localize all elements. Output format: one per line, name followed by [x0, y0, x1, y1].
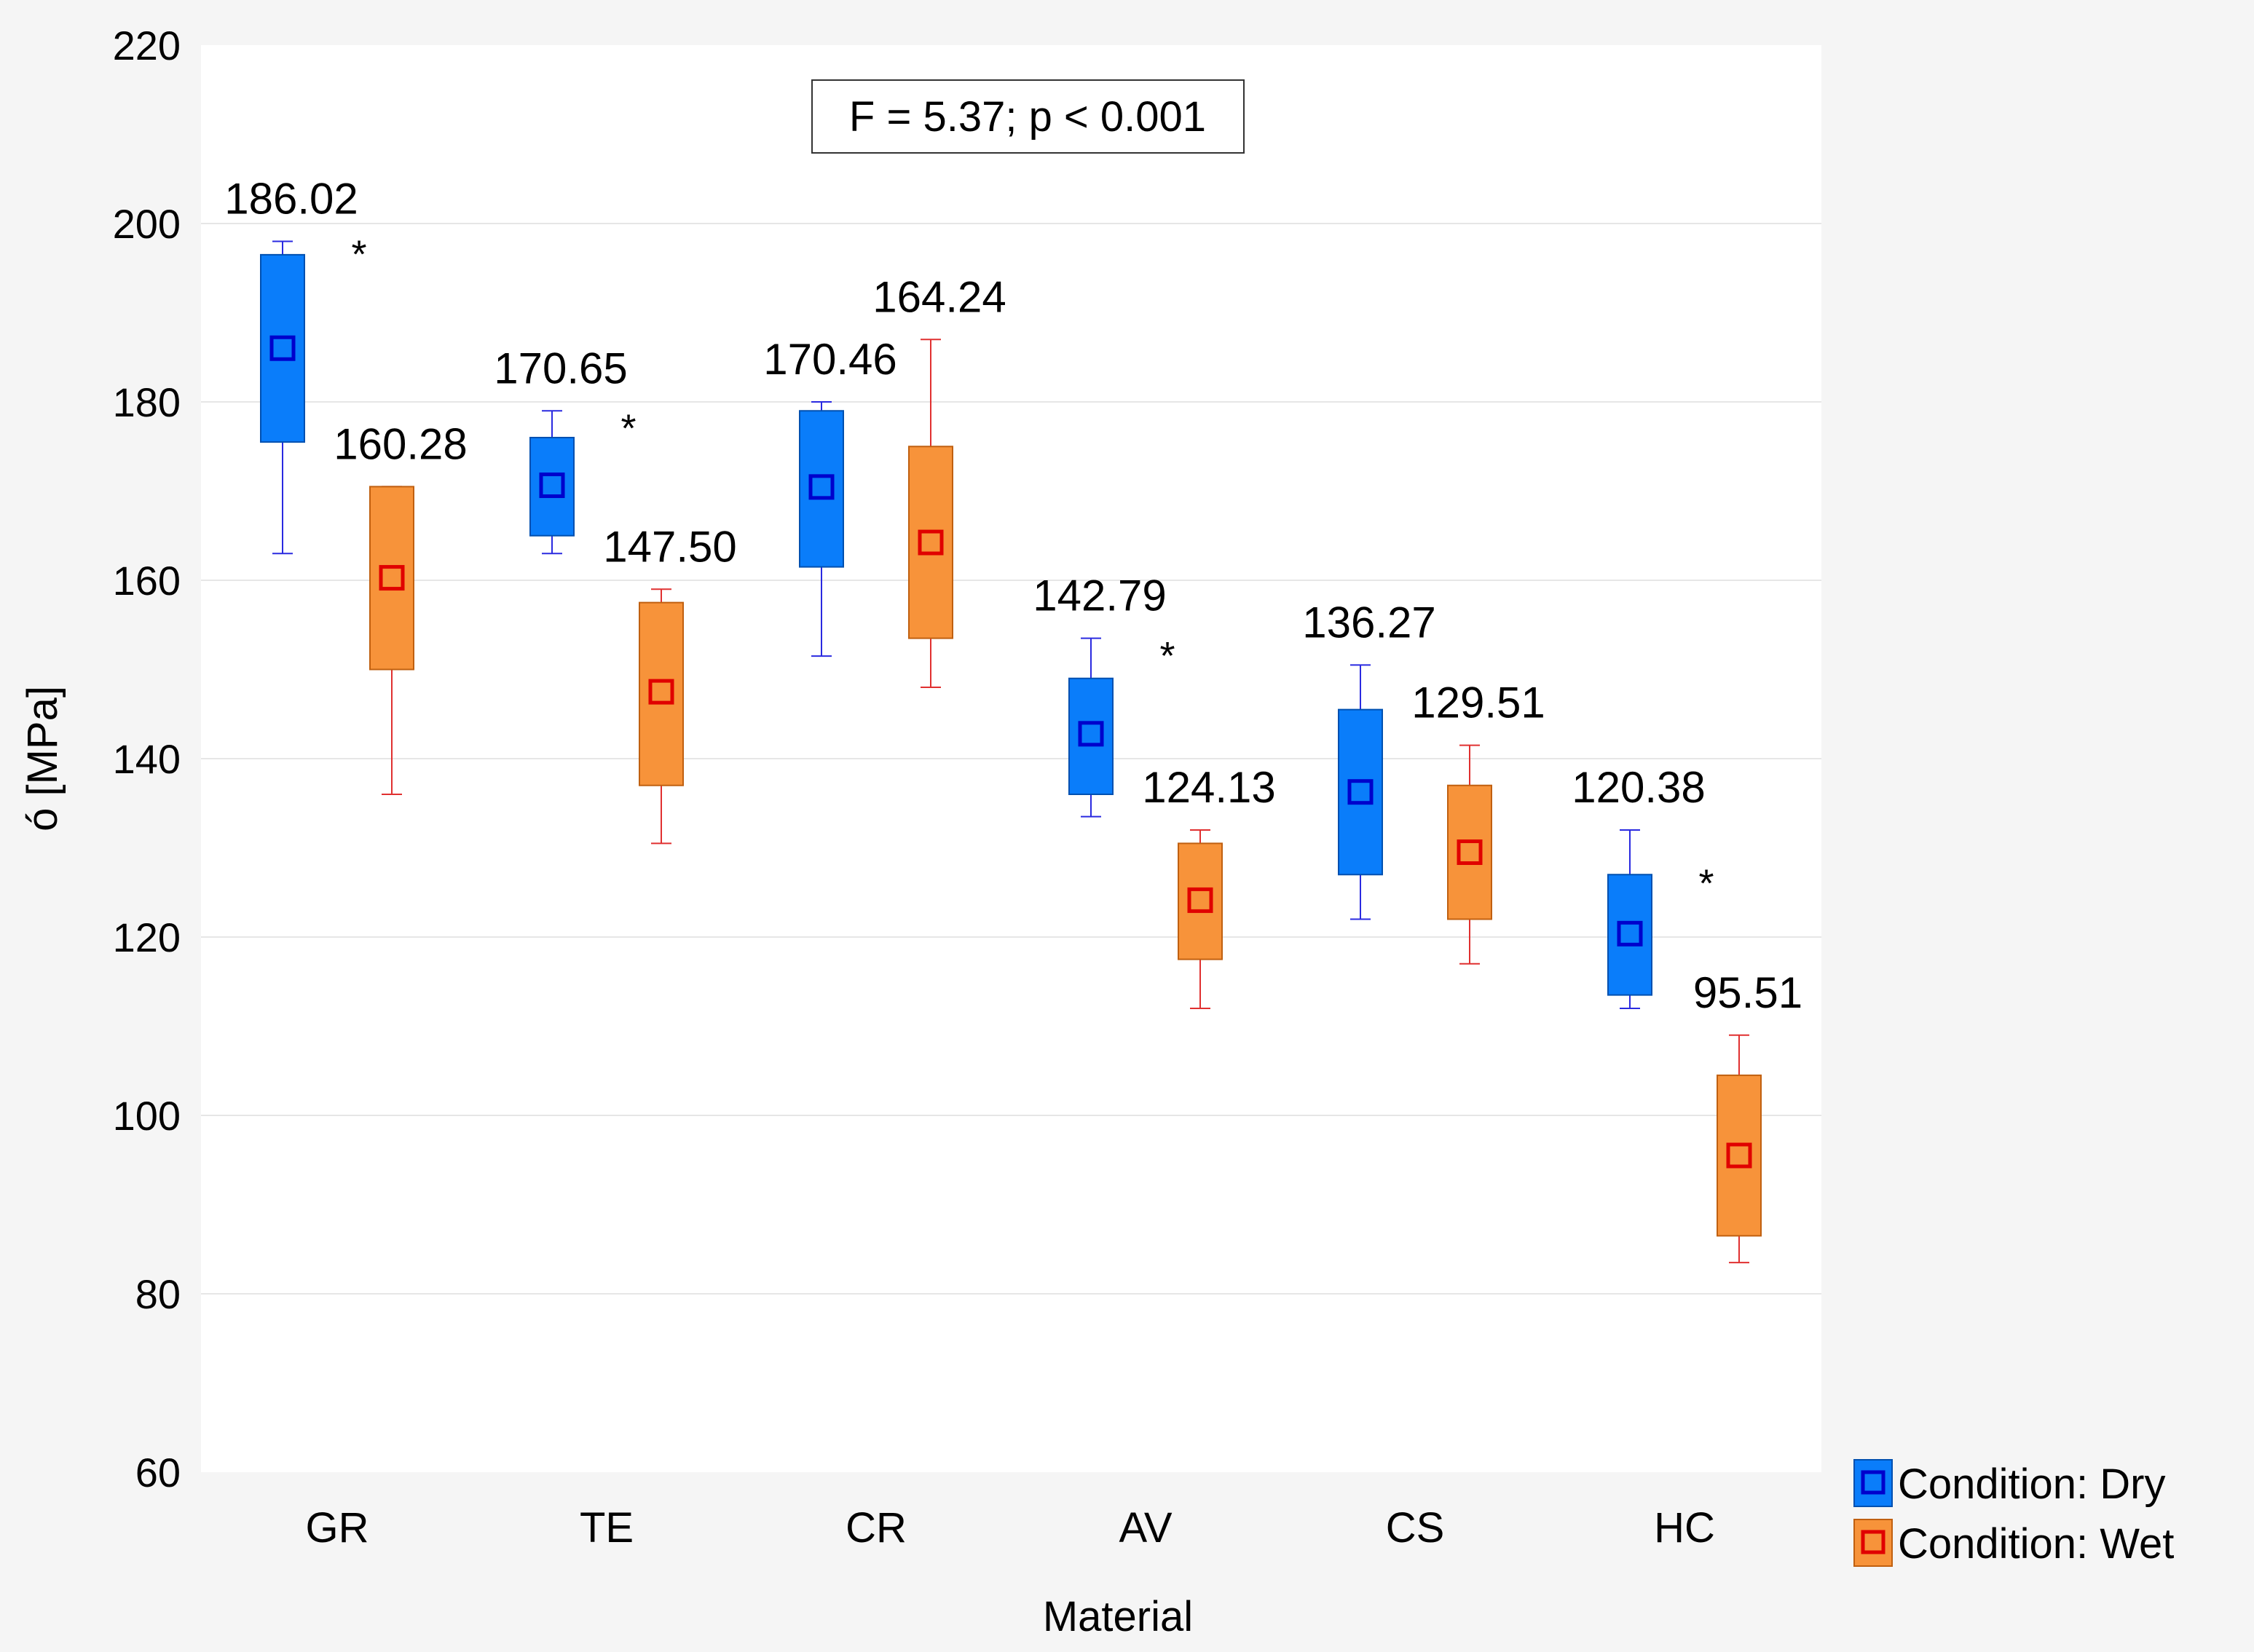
x-category-label-av: AV: [1119, 1504, 1172, 1552]
significance-star-hc: *: [1698, 861, 1714, 905]
box-body: [1068, 677, 1114, 795]
box-dry-cs: [1338, 664, 1383, 920]
mean-label-dry-hc: 120.38: [1572, 763, 1706, 812]
y-tick-label-120: 120: [113, 914, 181, 960]
x-axis-categories: GR TE CR AV CS HC: [306, 1504, 1715, 1552]
box-dry-hc: [1607, 829, 1652, 1009]
box-wet-hc: [1717, 1034, 1762, 1264]
box-body: [369, 486, 414, 671]
y-axis-title: ó [MPa]: [19, 686, 66, 831]
box-body: [639, 601, 684, 786]
box-body: [799, 410, 844, 568]
legend-label-dry: Condition: Dry: [1898, 1461, 2165, 1508]
statistics-annotation: F = 5.37; p < 0.001: [811, 79, 1245, 154]
significance-star-te: *: [620, 407, 636, 451]
y-tick-label-220: 220: [113, 23, 181, 68]
box-dry-gr: [260, 240, 305, 555]
mean-label-dry-cr: 170.46: [763, 335, 897, 384]
mean-label-wet-cs: 129.51: [1411, 679, 1545, 727]
x-category-label-cr: CR: [846, 1504, 907, 1552]
mean-label-wet-av: 124.13: [1142, 763, 1276, 812]
mean-value-labels: 186.02 170.65 170.46 142.79 136.27 120.38 160.…: [224, 175, 1802, 1017]
legend-swatch-dry: [1853, 1459, 1893, 1507]
x-axis-title: Material: [1043, 1593, 1193, 1640]
box-wet-cr: [908, 339, 953, 688]
mean-marker: [539, 473, 565, 499]
box-body: [1447, 784, 1492, 920]
x-category-label-gr: GR: [306, 1504, 369, 1552]
box-body: [260, 253, 305, 443]
mean-marker: [1347, 779, 1374, 805]
box-body: [1338, 708, 1383, 876]
legend: Condition: Dry Condition: Wet: [1853, 1459, 2174, 1568]
legend-marker-dry: [1861, 1470, 1885, 1495]
y-axis-ticks: 60 80 100 120 140 160 180 200 220: [113, 23, 181, 1495]
y-tick-label-80: 80: [135, 1271, 181, 1317]
significance-star-gr: *: [351, 233, 366, 277]
y-tick-label-200: 200: [113, 201, 181, 247]
box-body: [529, 437, 575, 537]
significance-star-av: *: [1159, 634, 1175, 678]
legend-marker-wet: [1861, 1530, 1885, 1554]
mean-marker: [808, 474, 835, 500]
legend-label-wet: Condition: Wet: [1898, 1520, 2174, 1568]
y-tick-label-140: 140: [113, 736, 181, 782]
box-body: [1607, 874, 1652, 996]
mean-marker: [1187, 887, 1213, 913]
box-body: [908, 446, 953, 639]
mean-marker: [269, 335, 296, 361]
mean-label-wet-hc: 95.51: [1693, 968, 1802, 1017]
mean-label-wet-cr: 164.24: [872, 272, 1006, 321]
y-tick-label-60: 60: [135, 1450, 181, 1495]
x-category-label-hc: HC: [1654, 1504, 1715, 1552]
mean-marker: [1078, 721, 1104, 747]
mean-marker: [1457, 839, 1483, 866]
legend-swatch-wet: [1853, 1519, 1893, 1567]
x-category-label-te: TE: [580, 1504, 634, 1552]
x-category-label-cs: CS: [1386, 1504, 1445, 1552]
box-dry-cr: [799, 401, 844, 657]
y-tick-label-160: 160: [113, 558, 181, 604]
mean-marker: [1726, 1142, 1752, 1169]
mean-label-wet-te: 147.50: [603, 522, 737, 571]
significance-markers: * * * *: [351, 233, 1714, 906]
gridlines: [201, 223, 1821, 1295]
box-body: [1717, 1074, 1762, 1237]
mean-label-dry-av: 142.79: [1033, 572, 1167, 620]
box-dry-av: [1068, 637, 1114, 818]
mean-marker: [648, 679, 674, 705]
mean-label-wet-gr: 160.28: [334, 419, 468, 468]
mean-label-dry-te: 170.65: [494, 344, 628, 392]
mean-marker: [1617, 920, 1643, 946]
box-wet-gr: [369, 486, 414, 795]
y-tick-label-100: 100: [113, 1093, 181, 1139]
box-wet-cs: [1447, 744, 1492, 965]
annotation-text: F = 5.37; p < 0.001: [849, 93, 1206, 141]
y-tick-label-180: 180: [113, 379, 181, 425]
box-body: [1178, 842, 1223, 960]
mean-label-dry-cs: 136.27: [1302, 598, 1436, 647]
box-series: [260, 240, 1762, 1264]
box-dry-te: [529, 410, 575, 555]
mean-marker: [379, 565, 405, 591]
mean-marker: [918, 529, 944, 556]
annotation-box: [811, 79, 1245, 154]
mean-label-dry-gr: 186.02: [224, 175, 358, 224]
box-wet-av: [1178, 829, 1223, 1009]
box-wet-te: [639, 588, 684, 845]
